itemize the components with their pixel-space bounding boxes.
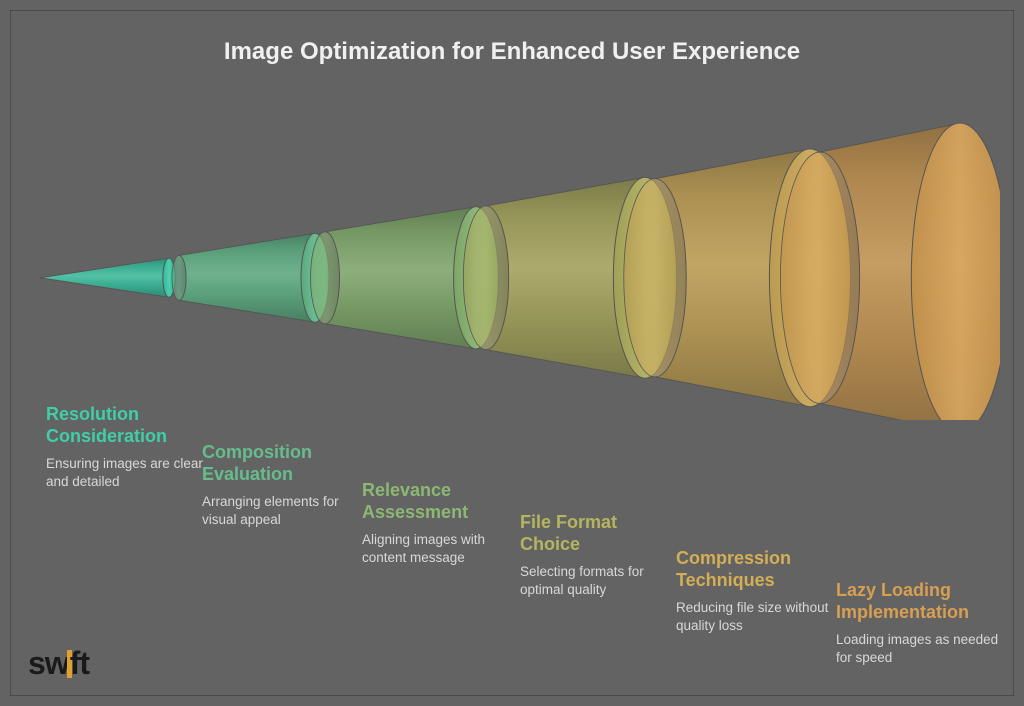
stage-description: Aligning images with content message xyxy=(362,531,522,567)
stage-description: Selecting formats for optimal quality xyxy=(520,563,680,599)
logo-text-before: sw xyxy=(28,645,69,681)
stage-label: Lazy Loading Implementation Loading image… xyxy=(836,580,1006,668)
stage-label: Compression Techniques Reducing file size… xyxy=(676,548,836,636)
stage-description: Reducing file size without quality loss xyxy=(676,599,836,635)
stage-label: File Format Choice Selecting formats for … xyxy=(520,512,680,600)
brand-logo: swft xyxy=(28,645,89,682)
stage-description: Ensuring images are clear and detailed xyxy=(46,455,206,491)
stage-label: Relevance Assessment Aligning images with… xyxy=(362,480,522,568)
stage-label: Resolution Consideration Ensuring images … xyxy=(46,404,206,492)
stage-title: Relevance Assessment xyxy=(362,480,522,523)
stage-title: Compression Techniques xyxy=(676,548,836,591)
stage-title: Lazy Loading Implementation xyxy=(836,580,1006,623)
stage-labels: Resolution Consideration Ensuring images … xyxy=(0,0,1024,706)
stage-title: Resolution Consideration xyxy=(46,404,206,447)
stage-title: File Format Choice xyxy=(520,512,680,555)
stage-description: Loading images as needed for speed xyxy=(836,631,1006,667)
stage-label: Composition Evaluation Arranging elements… xyxy=(202,442,362,530)
logo-text-after: ft xyxy=(70,645,89,681)
stage-description: Arranging elements for visual appeal xyxy=(202,493,362,529)
stage-title: Composition Evaluation xyxy=(202,442,362,485)
